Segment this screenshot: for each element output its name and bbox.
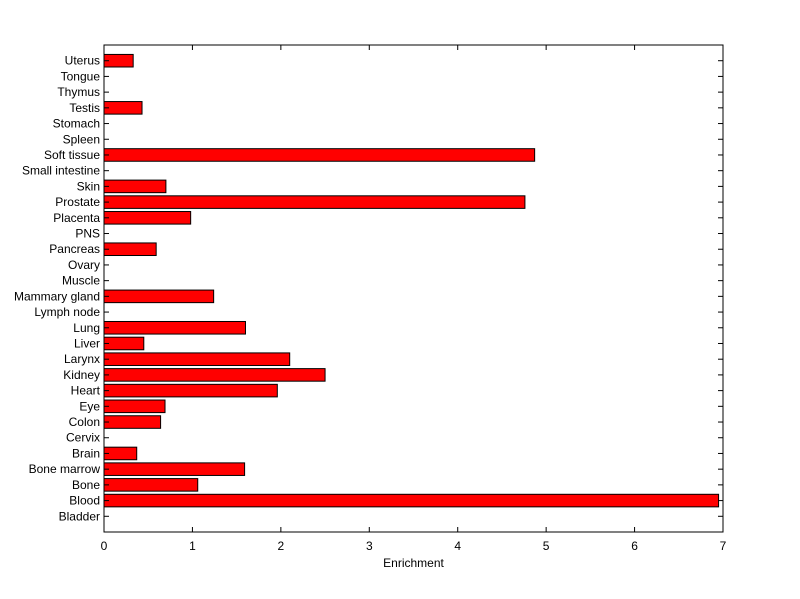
bar-placenta: [103, 211, 192, 225]
y-tick-label: Lymph node: [34, 305, 100, 319]
y-tick-label: Blood: [69, 494, 100, 508]
y-tick-label: Cervix: [66, 431, 100, 445]
bar-pancreas: [103, 242, 157, 257]
y-tick-label: Spleen: [63, 132, 100, 146]
y-tick-label: Eye: [79, 399, 100, 413]
x-axis-label: Enrichment: [383, 556, 444, 570]
y-tick-label: Soft tissue: [44, 148, 100, 162]
bar-eye: [103, 399, 166, 414]
y-tick-label: Prostate: [55, 195, 100, 209]
y-tick-label: Muscle: [62, 274, 100, 288]
y-tick-label: Skin: [77, 179, 100, 193]
y-tick-label: Ovary: [68, 258, 100, 272]
bar-lung: [103, 320, 246, 335]
bar-bone: [103, 478, 199, 492]
y-tick-label: Bladder: [59, 509, 100, 523]
y-tick-label: Brain: [72, 446, 100, 460]
bar-heart: [103, 383, 278, 398]
bar-skin: [103, 179, 167, 194]
bar-prostate: [103, 195, 526, 209]
x-tick-label: 5: [543, 539, 550, 553]
x-tick-label: 6: [631, 539, 638, 553]
y-tick-label: Colon: [69, 415, 100, 429]
y-tick-label: Heart: [71, 384, 101, 398]
x-tick-label: 2: [278, 539, 285, 553]
bar-bone-marrow: [103, 462, 246, 476]
x-tick-label: 3: [366, 539, 373, 553]
x-tick-label: 4: [454, 539, 461, 553]
bar-blood: [103, 493, 720, 508]
x-tick-label: 0: [101, 539, 108, 553]
y-tick-label: Stomach: [53, 117, 100, 131]
y-tick-label: Small intestine: [22, 164, 100, 178]
y-tick-label: Testis: [69, 101, 100, 115]
bar-liver: [103, 336, 145, 351]
bar-soft-tissue: [103, 148, 536, 162]
y-tick-label: Liver: [74, 336, 100, 350]
y-tick-label: Tongue: [61, 69, 101, 83]
y-tick-label: Larynx: [64, 352, 100, 366]
plot-frame: [103, 44, 724, 533]
y-tick-label: Kidney: [63, 368, 100, 382]
ticks-group: [103, 45, 724, 532]
bar-colon: [103, 415, 162, 429]
x-tick-label: 1: [189, 539, 196, 553]
bars-group: [103, 53, 720, 508]
y-tick-label: Thymus: [57, 85, 100, 99]
bar-kidney: [103, 368, 326, 382]
y-tick-label: PNS: [75, 227, 100, 241]
bar-mammary-gland: [103, 289, 215, 304]
y-tick-label: Placenta: [53, 211, 100, 225]
y-tick-label: Lung: [73, 321, 100, 335]
bar-testis: [103, 101, 143, 115]
y-tick-label: Bone: [72, 478, 100, 492]
y-tick-label: Pancreas: [49, 242, 100, 256]
y-tick-label: Bone marrow: [29, 462, 101, 476]
y-tick-label: Uterus: [65, 54, 100, 68]
bar-larynx: [103, 352, 291, 366]
x-tick-label: 7: [720, 539, 727, 553]
y-tick-label: Mammary gland: [14, 289, 100, 303]
